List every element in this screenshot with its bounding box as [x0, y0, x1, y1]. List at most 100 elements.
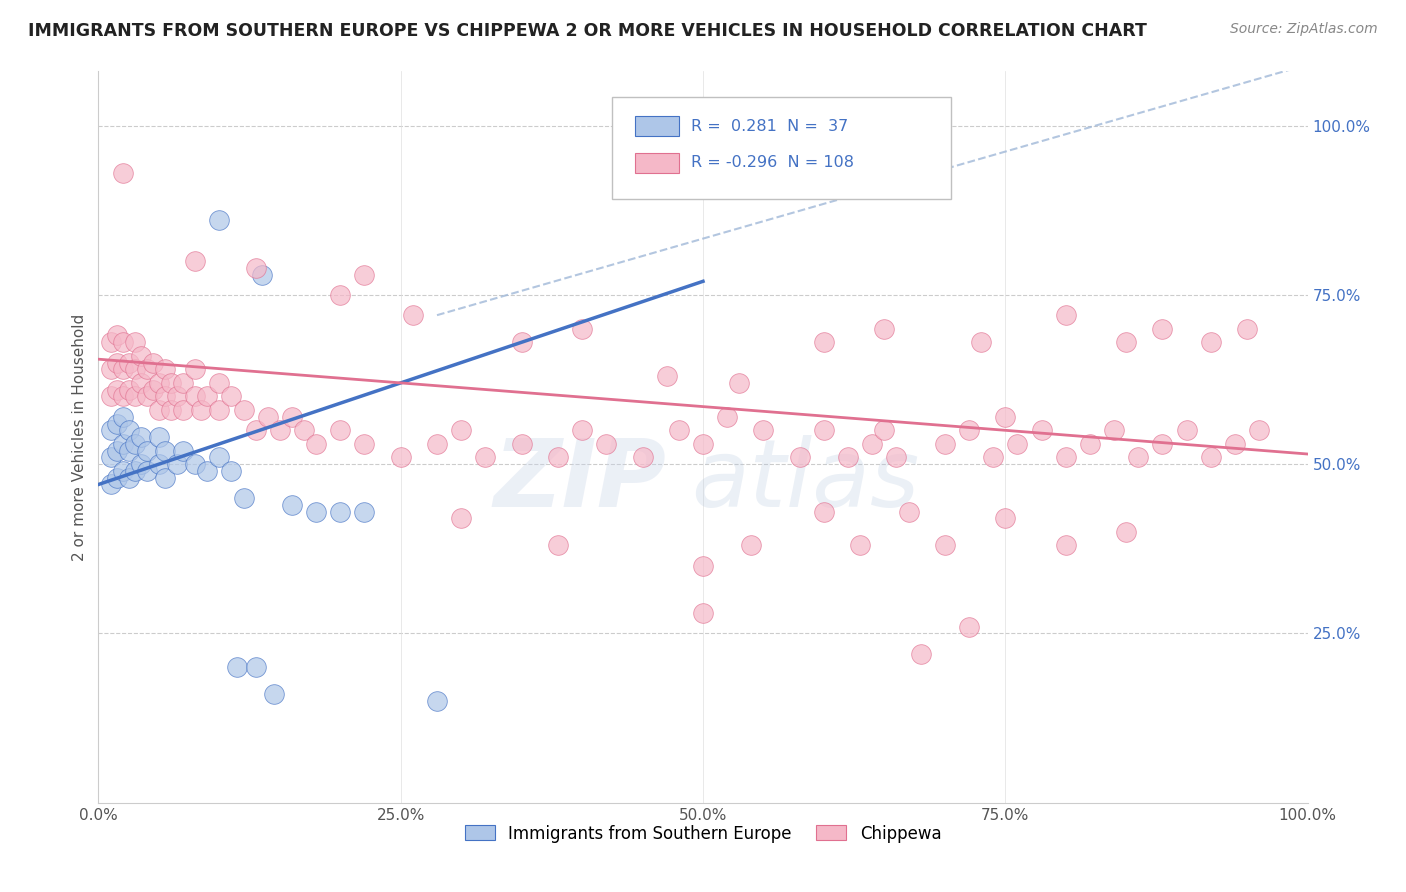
Point — [994, 511, 1017, 525]
Point — [153, 389, 176, 403]
Point — [195, 389, 218, 403]
Point — [1115, 524, 1137, 539]
Point — [111, 409, 134, 424]
Point — [118, 355, 141, 369]
Point — [100, 389, 122, 403]
Point — [129, 457, 152, 471]
Point — [184, 362, 207, 376]
Point — [1054, 308, 1077, 322]
Point — [118, 423, 141, 437]
Point — [100, 335, 122, 350]
Point — [292, 423, 315, 437]
Point — [166, 457, 188, 471]
Point — [994, 409, 1017, 424]
Point — [1007, 437, 1029, 451]
Point — [631, 450, 654, 465]
Point — [124, 389, 146, 403]
Point — [184, 457, 207, 471]
Point — [873, 423, 896, 437]
Point — [389, 450, 412, 465]
Point — [148, 430, 170, 444]
Point — [668, 423, 690, 437]
Point — [135, 464, 157, 478]
Point — [1223, 437, 1246, 451]
Point — [813, 505, 835, 519]
Point — [329, 505, 352, 519]
Point — [281, 409, 304, 424]
Point — [426, 694, 449, 708]
Point — [1152, 322, 1174, 336]
Point — [957, 423, 980, 437]
Point — [232, 491, 254, 505]
Point — [160, 403, 183, 417]
Point — [1054, 450, 1077, 465]
Point — [1128, 450, 1150, 465]
Point — [970, 335, 993, 350]
Point — [111, 437, 134, 451]
Point — [100, 423, 122, 437]
Point — [655, 369, 678, 384]
Point — [547, 450, 569, 465]
Point — [118, 443, 141, 458]
Point — [269, 423, 291, 437]
Point — [184, 254, 207, 268]
Point — [474, 450, 496, 465]
Point — [813, 335, 835, 350]
Point — [426, 437, 449, 451]
Point — [789, 450, 811, 465]
Point — [184, 389, 207, 403]
Point — [245, 260, 267, 275]
Point — [837, 450, 859, 465]
Point — [105, 471, 128, 485]
Point — [129, 376, 152, 390]
Text: atlas: atlas — [690, 435, 920, 526]
Point — [281, 498, 304, 512]
Point — [692, 437, 714, 451]
Point — [105, 443, 128, 458]
Point — [232, 403, 254, 417]
Point — [172, 443, 194, 458]
Point — [208, 450, 231, 465]
Point — [208, 403, 231, 417]
Point — [329, 423, 352, 437]
Point — [100, 477, 122, 491]
Point — [245, 660, 267, 674]
Point — [886, 450, 908, 465]
Point — [105, 417, 128, 431]
Point — [245, 423, 267, 437]
Point — [105, 328, 128, 343]
Point — [692, 606, 714, 620]
Point — [190, 403, 212, 417]
Point — [129, 430, 152, 444]
Text: R =  0.281  N =  37: R = 0.281 N = 37 — [692, 119, 849, 134]
Point — [716, 409, 738, 424]
Point — [111, 464, 134, 478]
Text: ZIP: ZIP — [494, 435, 666, 527]
Point — [740, 538, 762, 552]
Point — [153, 443, 176, 458]
Point — [105, 383, 128, 397]
Point — [105, 355, 128, 369]
Point — [148, 403, 170, 417]
Point — [353, 437, 375, 451]
Point — [860, 437, 883, 451]
Point — [124, 362, 146, 376]
Point — [142, 383, 165, 397]
Point — [135, 362, 157, 376]
Point — [910, 647, 932, 661]
Point — [329, 288, 352, 302]
Point — [1031, 423, 1053, 437]
Point — [148, 457, 170, 471]
Point — [402, 308, 425, 322]
Point — [595, 437, 617, 451]
Bar — [636, 153, 679, 173]
Point — [510, 335, 533, 350]
Point — [221, 464, 243, 478]
Point — [135, 389, 157, 403]
Point — [1152, 437, 1174, 451]
Point — [1199, 335, 1222, 350]
Point — [873, 322, 896, 336]
Point — [172, 403, 194, 417]
Point — [813, 423, 835, 437]
FancyBboxPatch shape — [613, 97, 950, 200]
